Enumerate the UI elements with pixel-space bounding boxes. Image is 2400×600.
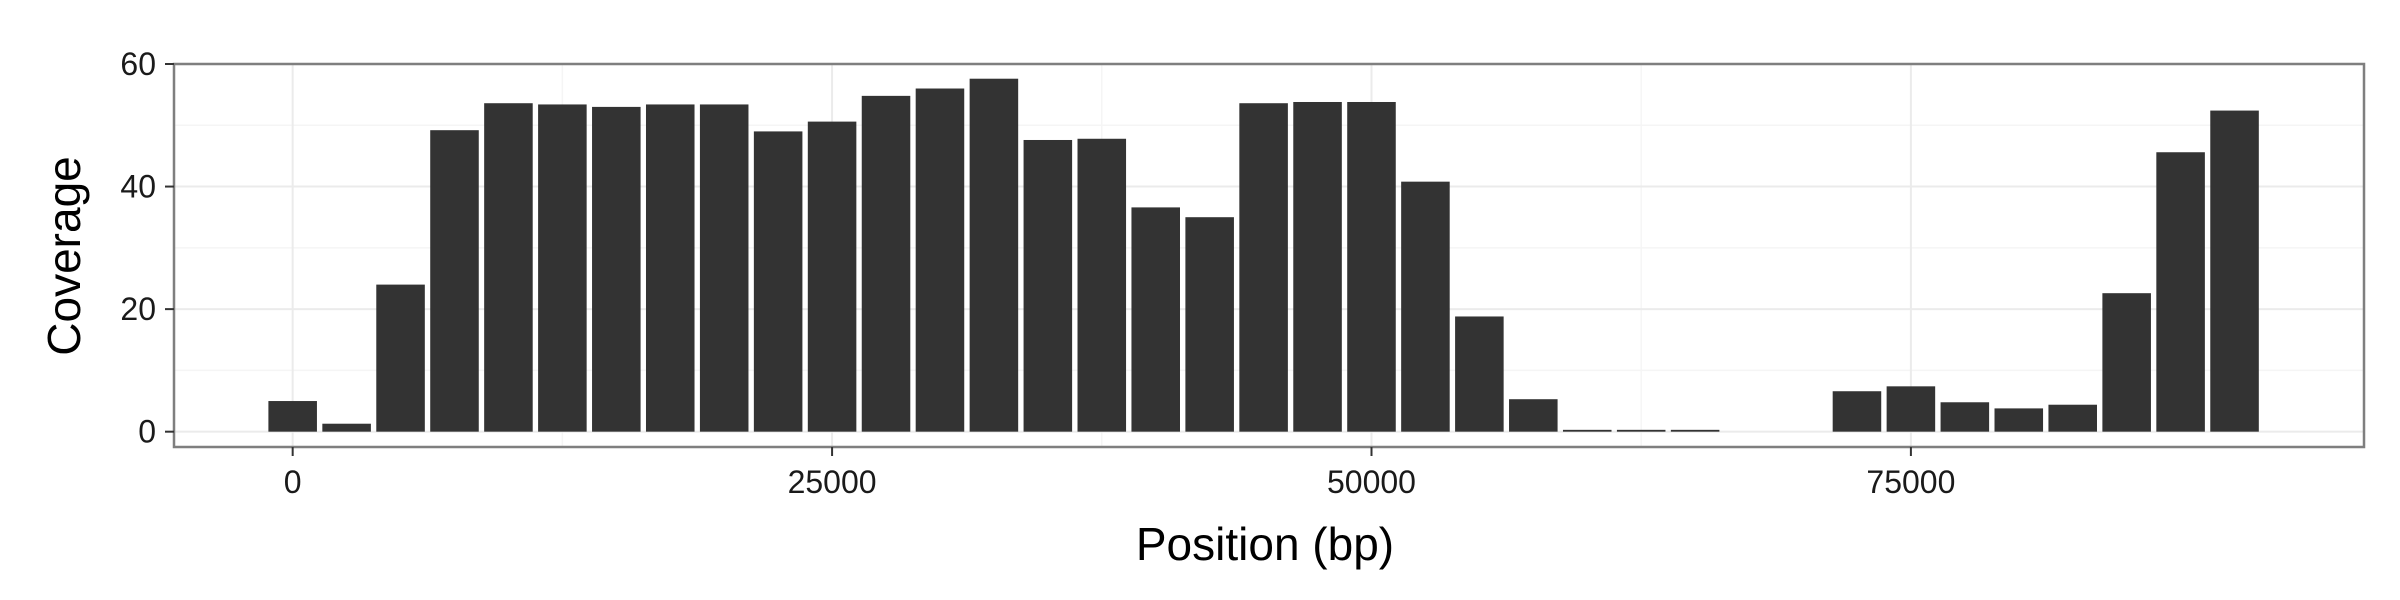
bar [376, 284, 425, 432]
bar [807, 121, 857, 432]
x-tick-label: 50000 [1327, 464, 1416, 500]
bar [1509, 399, 1558, 432]
bar [592, 106, 641, 432]
y-axis: 0 20 40 60 [120, 46, 174, 450]
bar [753, 131, 803, 432]
y-tick-label: 20 [120, 291, 156, 327]
y-tick-label: 0 [138, 414, 156, 450]
y-tick-label: 60 [120, 46, 156, 82]
bar [1293, 101, 1342, 432]
bar [969, 78, 1019, 432]
bar [2048, 404, 2097, 432]
bar [1347, 101, 1396, 432]
bar [1239, 103, 1288, 432]
bar [1832, 391, 1882, 432]
x-axis-title: Position (bp) [1136, 518, 1394, 570]
bar [1562, 429, 1612, 432]
bar [1023, 139, 1073, 432]
bar [1131, 207, 1180, 432]
bar [2102, 293, 2151, 432]
bar [322, 423, 371, 432]
x-tick-label: 25000 [788, 464, 877, 500]
bar [1455, 316, 1504, 432]
x-tick-label: 0 [284, 464, 302, 500]
bar [1994, 408, 2044, 432]
y-axis-title: Coverage [38, 156, 90, 355]
bar [861, 95, 911, 432]
bar [699, 104, 749, 432]
bar [2210, 110, 2259, 432]
bar [268, 401, 317, 432]
bar [1401, 181, 1450, 432]
bar [538, 104, 587, 432]
x-tick-label: 75000 [1866, 464, 1955, 500]
bar [2156, 152, 2205, 432]
bar [1886, 386, 1936, 432]
x-axis: 0 25000 50000 75000 [284, 447, 1955, 500]
y-tick-label: 40 [120, 169, 156, 205]
bar [484, 103, 533, 432]
bars-layer [268, 78, 2259, 432]
panel-border [172, 62, 2366, 449]
bar [430, 130, 479, 432]
bar [1077, 138, 1127, 432]
bar [1670, 429, 1720, 432]
bar [1616, 429, 1666, 432]
bar [1185, 217, 1234, 432]
bar [645, 104, 695, 432]
bar [915, 88, 965, 432]
bar [1940, 402, 1990, 432]
